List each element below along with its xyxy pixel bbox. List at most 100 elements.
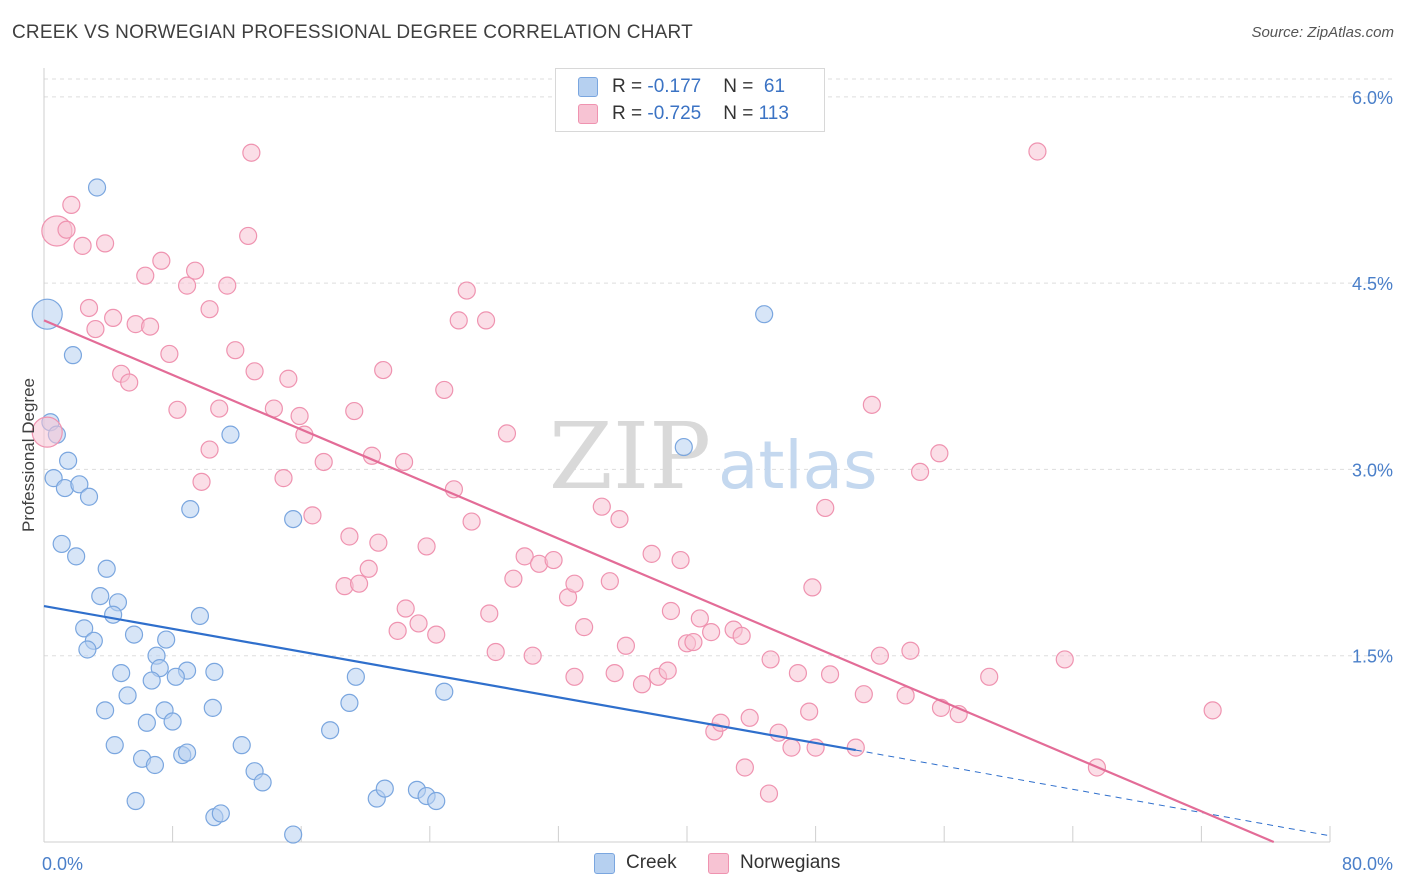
- norwegians-point-56: [480, 604, 499, 623]
- norwegians-point-81: [702, 623, 721, 642]
- watermark-zip: ZIP: [549, 403, 711, 510]
- creek-point-60: [755, 305, 774, 324]
- creek-point-44: [211, 804, 230, 823]
- norwegians-trend-line: [43, 319, 1275, 844]
- norwegian-points: [31, 142, 1222, 803]
- trend-lines: [43, 319, 1331, 844]
- creek-point-15: [104, 605, 123, 624]
- creek-r-value: -0.177: [647, 76, 702, 97]
- creek-point-13: [91, 586, 110, 606]
- norwegians-point-6: [79, 298, 99, 318]
- norwegians-point-94: [803, 578, 822, 597]
- norwegians-point-49: [359, 559, 378, 578]
- legend-item-creek: Creek: [594, 852, 677, 874]
- norwegians-point-65: [575, 618, 594, 637]
- norwegians-point-13: [177, 276, 197, 295]
- legend-row-creek: R = -0.177 N = 61: [578, 74, 785, 100]
- norwegians-point-61: [523, 646, 542, 665]
- creek-point-52: [346, 667, 365, 686]
- watermark-atlas: atlas: [718, 427, 878, 504]
- y-tick-label-2: 4.5%: [1352, 274, 1393, 294]
- creek-legend-swatch: [594, 852, 615, 874]
- norwegians-point-33: [303, 506, 322, 525]
- norwegians-r-value: -0.725: [647, 103, 702, 124]
- norwegians-point-87: [740, 708, 759, 727]
- norwegians-point-109: [1028, 142, 1047, 161]
- creek-point-22: [112, 663, 131, 683]
- creek-point-33: [163, 712, 182, 731]
- norwegians-point-44: [497, 424, 517, 443]
- norwegians-point-42: [457, 281, 476, 300]
- norwegians-point-103: [901, 641, 920, 660]
- creek-point-20: [78, 640, 97, 659]
- norwegians-point-62: [544, 550, 563, 570]
- norwegians-point-41: [449, 311, 468, 330]
- norwegians-point-3: [57, 220, 76, 239]
- creek-point-31: [95, 701, 115, 720]
- creek-point-47: [190, 606, 210, 626]
- norwegians-point-0: [31, 416, 63, 448]
- norwegians-point-10: [140, 317, 160, 336]
- norwegians-point-14: [186, 261, 205, 280]
- norwegians-point-96: [816, 498, 835, 518]
- norwegians-point-22: [226, 341, 245, 360]
- norwegians-point-24: [279, 369, 298, 388]
- norwegians-point-72: [632, 675, 652, 694]
- norwegians-point-85: [732, 626, 751, 645]
- norwegians-point-71: [616, 636, 636, 655]
- y-tick-label-0: 1.5%: [1352, 647, 1393, 667]
- series-legend: Creek Norwegians: [0, 852, 1406, 878]
- norwegians-point-51: [349, 574, 369, 593]
- creek-point-54: [375, 779, 394, 798]
- norwegians-n-value: 113: [758, 103, 789, 124]
- norwegians-point-19: [160, 344, 179, 364]
- norwegians-point-101: [870, 646, 890, 665]
- norwegians-point-98: [846, 738, 865, 757]
- creek-trend-extension: [855, 749, 1331, 837]
- norwegians-point-21: [120, 373, 139, 392]
- norwegians-point-37: [374, 360, 393, 380]
- creek-point-9: [79, 487, 99, 506]
- norwegians-point-35: [345, 401, 364, 421]
- norwegians-point-80: [690, 609, 709, 628]
- norwegians-point-18: [242, 143, 261, 162]
- creek-point-5: [59, 451, 78, 470]
- norwegians-point-12: [152, 251, 171, 270]
- norwegians-legend-swatch: [708, 852, 729, 874]
- norwegians-point-100: [862, 395, 881, 414]
- creek-point-38: [145, 755, 165, 775]
- creek-n-value: 61: [758, 76, 786, 97]
- y-tick-label-3: 6.0%: [1352, 88, 1393, 108]
- norwegians-point-93: [800, 702, 819, 721]
- norwegians-point-79: [684, 632, 703, 652]
- creek-point-39: [232, 736, 251, 755]
- norwegians-point-34: [314, 452, 333, 472]
- norwegians-point-70: [610, 509, 629, 529]
- norwegians-point-57: [486, 642, 505, 662]
- norwegians-point-4: [73, 236, 92, 255]
- tick-labels: 1.5% 3.0% 4.5% 6.0% 0.0% 80.0%: [42, 88, 1393, 874]
- norwegians-n-label: N =: [723, 103, 759, 124]
- legend-item-norwegians: Norwegians: [708, 852, 840, 874]
- creek-point-2: [63, 346, 83, 365]
- creek-points: [31, 178, 774, 844]
- norwegians-point-104: [910, 462, 930, 482]
- norwegians-point-16: [200, 300, 219, 319]
- creek-point-45: [284, 825, 303, 844]
- creek-swatch: [578, 77, 598, 97]
- creek-trend-line: [43, 604, 856, 752]
- norwegians-point-26: [210, 399, 229, 418]
- creek-point-8: [70, 475, 89, 494]
- creek-point-28: [118, 686, 137, 705]
- correlation-legend: R = -0.177 N = 61 R = -0.725 N = 113: [555, 68, 825, 132]
- norwegians-swatch: [578, 104, 598, 124]
- norwegians-point-58: [504, 569, 523, 588]
- chart-title: CREEK VS NORWEGIAN PROFESSIONAL DEGREE C…: [12, 22, 693, 43]
- creek-point-37: [177, 743, 197, 762]
- norwegians-point-64: [565, 574, 584, 593]
- norwegians-point-66: [565, 667, 584, 686]
- norwegians-point-5: [95, 234, 115, 253]
- norwegians-point-88: [759, 784, 779, 803]
- norwegians-point-43: [476, 311, 496, 330]
- norwegians-point-23: [245, 362, 264, 381]
